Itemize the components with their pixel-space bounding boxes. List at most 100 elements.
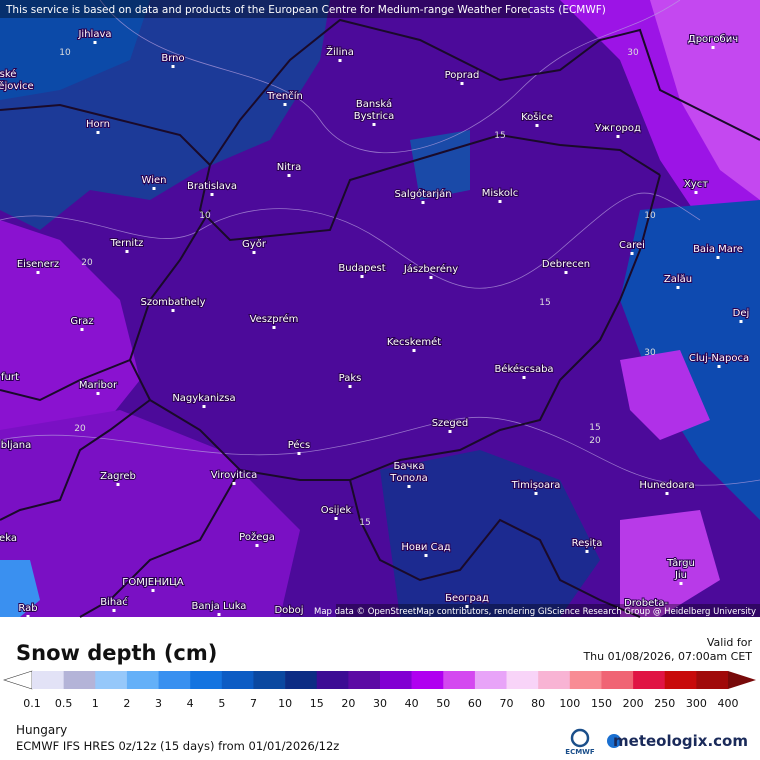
place-marker: [429, 276, 433, 279]
place-marker: [93, 41, 97, 44]
contour-label: 15: [359, 518, 370, 528]
place-label: Žilina: [326, 45, 354, 58]
colorbar-segment: [474, 671, 507, 689]
colorbar-segment: [411, 671, 444, 689]
colorbar-segment: [633, 671, 666, 689]
place-marker: [564, 271, 568, 274]
place-label: Virovitica: [211, 470, 257, 481]
colorbar-segment: [316, 671, 349, 689]
contour-label: 10: [59, 48, 71, 58]
valid-time: Thu 01/08/2026, 07:00am CET: [582, 650, 752, 663]
place-label: Brno: [161, 53, 184, 64]
place-label: Szombathely: [140, 297, 205, 308]
contour-label: 20: [81, 258, 93, 268]
border: [79, 469, 241, 618]
place-marker: [534, 492, 538, 495]
place-label: Pécs: [288, 439, 311, 451]
notice-background: [0, 0, 530, 18]
contour-label: 10: [644, 211, 656, 221]
place-label: Horn: [86, 119, 110, 130]
place-marker: [739, 320, 743, 323]
place-label: Osijek: [321, 505, 352, 516]
place-marker: [407, 485, 411, 488]
snow-area: [0, 560, 40, 617]
place-label: Reșița: [572, 538, 603, 549]
place-label: Doboj: [274, 605, 303, 616]
place-marker: [338, 59, 342, 62]
contour-label: 20: [589, 436, 601, 446]
place-marker: [360, 275, 364, 278]
legend-title: Snow depth (cm): [16, 641, 217, 665]
colorbar-label: 0.1: [23, 697, 41, 710]
place-label: Нови Сад: [401, 542, 450, 553]
colorbar-segment: [569, 671, 602, 689]
place-label: Ужгород: [595, 123, 641, 134]
place-marker: [80, 328, 84, 331]
colorbar-segment: [601, 671, 634, 689]
contour-label: 30: [644, 348, 656, 358]
colorbar-label: 30: [373, 697, 387, 710]
place-marker: [171, 65, 175, 68]
place-label: eka: [0, 533, 17, 544]
place-marker: [297, 452, 301, 455]
snow-area: [0, 220, 140, 460]
place-marker: [717, 365, 721, 368]
snow-area: [650, 0, 760, 200]
place-marker: [716, 256, 720, 259]
colorbar-segment: [221, 671, 254, 689]
colorbar-label: 60: [468, 697, 482, 710]
place-label: Dej: [733, 308, 750, 319]
colorbar-label: 50: [436, 697, 450, 710]
place-marker: [424, 554, 428, 557]
colorbar-label: 300: [686, 697, 707, 710]
colorbar-segment: [696, 671, 729, 689]
colorbar-segment: [95, 671, 128, 689]
place-label: Bratislava: [187, 181, 237, 192]
place-marker: [694, 191, 698, 194]
contour-label: 30: [627, 48, 639, 58]
colorbar-label: 7: [250, 697, 257, 710]
place-marker: [372, 123, 376, 126]
place-label: Eisenerz: [17, 259, 59, 270]
colorbar-label: 15: [310, 697, 324, 710]
place-label: Cluj-Napoca: [689, 353, 749, 364]
place-marker: [232, 482, 236, 485]
place-marker: [412, 349, 416, 352]
border: [349, 479, 641, 618]
place-marker: [26, 615, 30, 618]
map: This service is based on data and produc…: [0, 0, 760, 618]
place-label: Wien: [142, 175, 167, 186]
place-label: Szeged: [432, 418, 469, 429]
place-marker: [676, 286, 680, 289]
place-marker: [252, 251, 256, 254]
place-label: Дрогобич: [688, 34, 738, 45]
place-label: Rab: [18, 603, 37, 614]
place-marker: [272, 326, 276, 329]
place-label: furt: [1, 372, 19, 383]
place-marker: [535, 124, 539, 127]
brand-icon: [607, 734, 621, 748]
colorbar-over: [728, 671, 756, 689]
place-label: Paks: [339, 373, 362, 384]
place-marker: [630, 252, 634, 255]
contour: [0, 416, 760, 486]
place-label: Békéscsaba: [494, 363, 553, 375]
attribution-background: [336, 604, 760, 617]
place-label: Poprad: [445, 70, 480, 81]
place-label: Jiu: [674, 570, 687, 581]
colorbar-label: 4: [187, 697, 194, 710]
place-marker: [465, 605, 469, 608]
place-label: Bystrica: [354, 111, 394, 122]
place-marker: [421, 201, 425, 204]
colorbar-segment: [380, 671, 412, 689]
place-label: ГОМЈЕНИЦА: [122, 577, 184, 588]
place-marker: [460, 82, 464, 85]
place-label: Jászberény: [403, 263, 458, 275]
place-label: Trenčín: [266, 90, 303, 102]
place-label: Nitra: [277, 162, 301, 173]
place-marker: [522, 376, 526, 379]
brand: meteologix.com: [613, 732, 748, 750]
colorbar-label: 20: [341, 697, 355, 710]
contour: [0, 192, 701, 289]
colorbar-segment: [538, 671, 571, 689]
